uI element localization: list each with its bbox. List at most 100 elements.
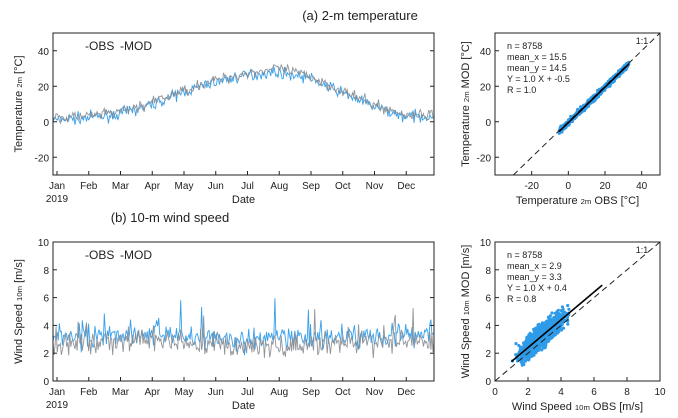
x-axis-label-sub: 10m [575,403,590,412]
x-tick-label: Jul [241,387,254,398]
x-tick-label: Dec [397,387,415,398]
data-point [547,337,551,341]
y-tick-label: 20 [38,82,50,93]
x-tick-label: Nov [366,181,384,192]
y-axis-label-main: Temperature [460,102,472,167]
y-tick-label: 40 [480,47,492,58]
data-point [523,355,527,359]
stats-line: mean_x = 15.5 [507,52,567,62]
data-point [565,316,570,320]
data-point [540,348,544,352]
y-axis-label-text: Temperature 2m MOD [°C] [460,41,472,167]
x-axis-label-unit: OBS [m/s] [590,401,643,413]
y-axis-label-text: Wind Speed 10m MOD [m/s] [460,245,472,379]
data-point [523,345,527,349]
data-point [520,345,524,349]
data-point [555,312,559,317]
y-tick-label: 10 [480,238,492,249]
x-tick-label: Jun [208,181,224,192]
x-axis-label: Wind Speed 10m OBS [m/s] [512,401,643,413]
series-line-mod [52,298,435,356]
y-axis-label-sub: 2m [462,91,471,102]
data-point [566,322,570,326]
stats-line: R = 1.0 [507,85,536,95]
data-point [526,338,530,342]
x-axis-label-sub: 2m [581,197,592,206]
x-tick-label: Oct [335,387,351,398]
x-tick-label: 2 [525,387,531,398]
data-point [530,354,534,358]
y-axis-label-main: Wind Speed [460,315,472,378]
x-tick-label: Aug [270,387,288,398]
y-tick-label: 6 [43,294,49,305]
plot-frame [52,32,435,176]
y-axis-label-main: Wind Speed [13,301,25,364]
one-to-one-label: 1:1 [636,245,649,255]
data-point [567,307,571,311]
data-point [534,331,538,335]
data-point [525,341,530,345]
data-point [525,357,530,361]
data-point [528,347,532,352]
data-point [551,319,555,323]
scatter-points [510,303,571,367]
stats-line: n = 8758 [507,41,542,51]
y-tick-label: 20 [480,82,492,93]
data-point [560,322,564,326]
plot-frame [494,241,661,382]
y-axis-label-text: Wind Speed 10m [m/s] [13,259,25,364]
x-axis-label-text: Wind Speed 10m OBS [m/s] [512,401,643,413]
legend-mod: -MOD [120,39,152,53]
x-tick-label: -20 [524,181,539,192]
x-tick-label: Nov [366,387,384,398]
x-axis-label-unit: OBS [°C] [591,195,639,207]
data-point [544,322,548,326]
one-to-one-line [494,241,661,382]
regression-line [510,284,603,363]
legend-mod: -MOD [120,248,152,262]
stats-line: mean_x = 2.9 [507,261,562,271]
data-point [539,331,544,335]
data-point [529,335,533,339]
y-tick-label: 4 [485,321,491,332]
data-point [559,309,564,313]
y-tick-label: 0 [485,377,491,388]
x-axis-label: Date [232,400,255,412]
x-tick-label: Mar [112,181,130,192]
stats-line: mean_y = 14.5 [507,63,567,73]
x-tick-label: 8 [624,387,630,398]
data-point [550,311,554,315]
y-tick-label: 40 [38,47,50,58]
x-tick-label: Jan [49,181,65,192]
x-tick-label: 6 [591,387,597,398]
x-tick-label: Jun [208,387,224,398]
y-axis-label: Wind Speed 10m [m/s] [13,259,25,364]
x-axis-label-main: Temperature [516,195,581,207]
x-axis-label: Date [232,194,255,206]
x-tick-label: 4 [558,387,564,398]
data-point [541,343,545,347]
x-tick-label: May [175,387,194,398]
data-point [544,334,549,338]
panel-title-b: (b) 10-m wind speed [111,210,230,225]
y-axis-label-unit: MOD [°C] [460,41,472,91]
x-tick-label: Sep [302,181,320,192]
x-tick-label: Oct [335,181,351,192]
x-tick-label: 10 [654,387,666,398]
stats-line: Y = 1.0 X + 0.4 [507,283,567,293]
data-point [514,342,518,346]
y-axis-label-unit: [°C] [13,55,25,77]
data-point [537,324,541,328]
y-tick-label: 2 [43,349,49,360]
data-point [541,345,546,350]
y-tick-label: 10 [38,238,50,249]
data-point [553,326,557,330]
x-tick-label: 40 [636,181,648,192]
data-point [530,338,534,342]
data-point [517,350,522,354]
x-tick-label: Feb [80,181,98,192]
data-point [560,305,565,309]
x-tick-label: Dec [397,181,415,192]
data-point [555,310,559,314]
x-tick-label: Sep [302,387,320,398]
